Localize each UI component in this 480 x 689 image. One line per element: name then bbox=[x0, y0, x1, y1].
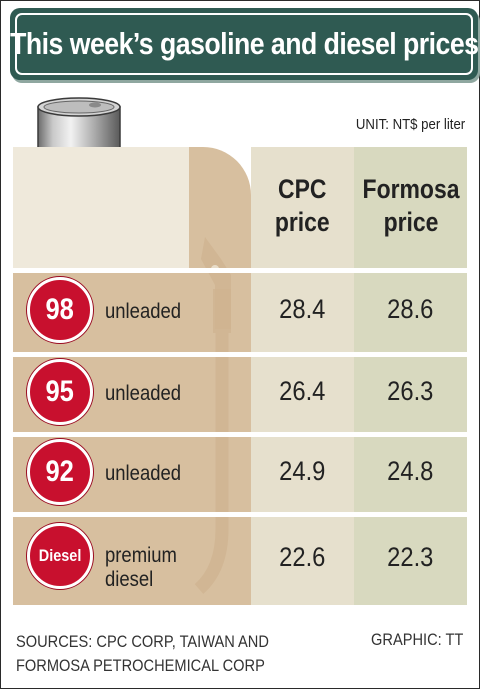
row-divider bbox=[13, 268, 467, 273]
header-left-bg bbox=[13, 147, 189, 269]
price-formosa-diesel-text: 22.3 bbox=[387, 542, 434, 572]
grade-label-92: unleaded bbox=[105, 462, 182, 485]
column-header-cpc: CPC price bbox=[251, 173, 354, 239]
grade-badge-diesel: Diesel bbox=[27, 523, 93, 589]
column-header-formosa: Formosa price bbox=[354, 173, 467, 239]
grade-label-98: unleaded bbox=[105, 300, 182, 323]
row-divider bbox=[13, 352, 467, 357]
price-cpc-98-text: 28.4 bbox=[279, 294, 326, 324]
cpc-column-bg bbox=[251, 147, 354, 605]
price-cpc-92-text: 24.9 bbox=[279, 456, 326, 486]
column-header-cpc-text: CPC price bbox=[275, 174, 330, 237]
formosa-column-bg bbox=[354, 147, 467, 605]
column-header-formosa-text: Formosa price bbox=[362, 174, 460, 237]
graphic-credit: GRAPHIC: TT bbox=[370, 630, 463, 649]
price-formosa-95: 26.3 bbox=[354, 376, 467, 407]
grade-badge-92-text: 92 bbox=[45, 455, 75, 488]
page-title: This week’s gasoline and diesel prices bbox=[9, 26, 479, 61]
price-formosa-diesel: 22.3 bbox=[354, 542, 467, 573]
price-cpc-98: 28.4 bbox=[251, 294, 354, 325]
row-divider bbox=[13, 512, 467, 517]
price-cpc-95: 26.4 bbox=[251, 376, 354, 407]
grade-badge-98: 98 bbox=[27, 277, 93, 343]
price-formosa-98: 28.6 bbox=[354, 294, 467, 325]
grade-label-diesel: premium diesel bbox=[105, 544, 177, 591]
price-formosa-98-text: 28.6 bbox=[387, 294, 434, 324]
grade-badge-95: 95 bbox=[27, 359, 93, 425]
price-formosa-92: 24.8 bbox=[354, 456, 467, 487]
sources-note: SOURCES: CPC CORP, TAIWAN AND FORMOSA PE… bbox=[16, 632, 269, 675]
unit-label: UNIT: NT$ per liter bbox=[355, 116, 465, 133]
grade-badge-92: 92 bbox=[27, 439, 93, 505]
grade-badge-98-text: 98 bbox=[45, 293, 75, 326]
price-formosa-95-text: 26.3 bbox=[387, 376, 434, 406]
grade-badge-diesel-text: Diesel bbox=[38, 546, 82, 565]
fuel-pump-icon bbox=[194, 237, 231, 594]
price-cpc-diesel-text: 22.6 bbox=[279, 542, 326, 572]
row-divider bbox=[13, 432, 467, 437]
title-banner: This week’s gasoline and diesel prices bbox=[10, 8, 479, 80]
price-formosa-92-text: 24.8 bbox=[387, 456, 434, 486]
grade-badge-95-text: 95 bbox=[45, 375, 75, 408]
price-cpc-92: 24.9 bbox=[251, 456, 354, 487]
title-inner-border: This week’s gasoline and diesel prices bbox=[10, 13, 479, 75]
price-cpc-diesel: 22.6 bbox=[251, 542, 354, 573]
grade-label-95: unleaded bbox=[105, 382, 182, 405]
price-cpc-95-text: 26.4 bbox=[279, 376, 326, 406]
